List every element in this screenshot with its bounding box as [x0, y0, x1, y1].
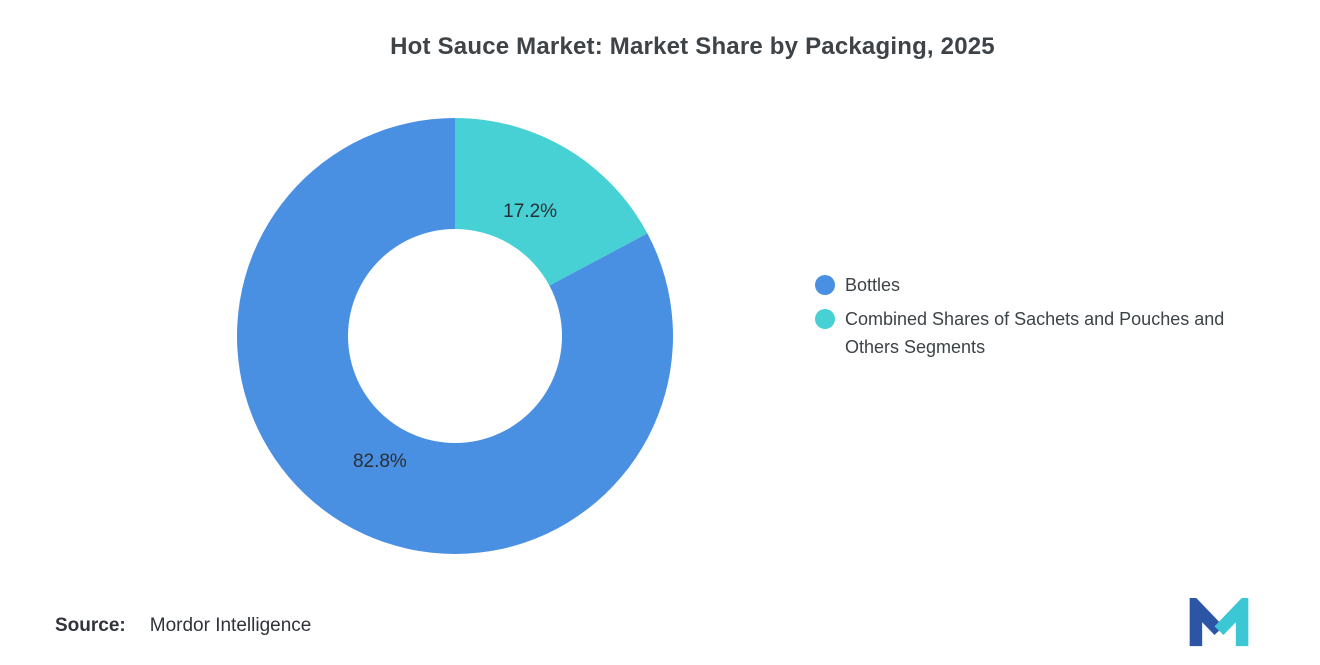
slice-label-sachets-pouches-others: 17.2%: [503, 201, 557, 222]
slice-label-bottles: 82.8%: [353, 451, 407, 472]
legend-item-sachets-pouches-others: Combined Shares of Sachets and Pouches a…: [815, 305, 1273, 361]
logo-m-right-stroke: [1214, 598, 1249, 647]
legend-dot-sachets-pouches-others: [815, 309, 835, 329]
chart-title: Hot Sauce Market: Market Share by Packag…: [390, 33, 995, 60]
logo-m-left-stroke: [1189, 598, 1224, 647]
donut-svg: 17.2% 82.8%: [236, 118, 673, 554]
legend-dot-bottles: [815, 275, 835, 295]
mordor-intelligence-logo: [1189, 598, 1249, 647]
legend-item-bottles: Bottles: [815, 271, 1273, 299]
source-value: Mordor Intelligence: [149, 615, 312, 636]
donut-slice-sachets-pouches-others: [455, 118, 648, 286]
source: Source: Mordor Intelligence: [55, 615, 311, 637]
legend: Bottles Combined Shares of Sachets and P…: [815, 271, 1273, 361]
donut-slice-bottles: [236, 118, 673, 554]
source-label: Source:: [55, 615, 126, 636]
legend-label-sachets-pouches-others: Combined Shares of Sachets and Pouches a…: [845, 309, 1225, 357]
legend-label-bottles: Bottles: [845, 275, 901, 295]
donut-chart: 17.2% 82.8%: [235, 116, 675, 556]
